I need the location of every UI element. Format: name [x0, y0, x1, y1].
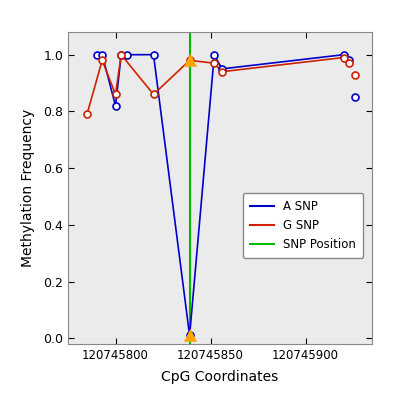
Legend: A SNP, G SNP, SNP Position: A SNP, G SNP, SNP Position: [243, 193, 363, 258]
X-axis label: CpG Coordinates: CpG Coordinates: [161, 370, 279, 384]
Y-axis label: Methylation Frequency: Methylation Frequency: [21, 109, 35, 267]
